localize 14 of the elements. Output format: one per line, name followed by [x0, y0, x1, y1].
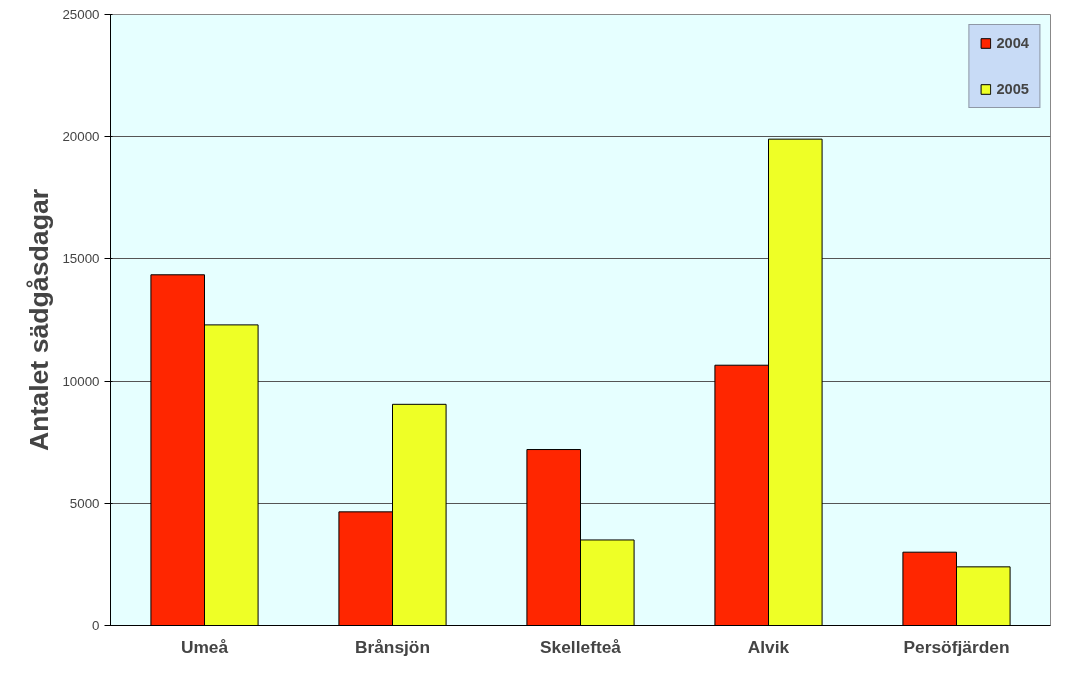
- y-tick-label: 25000: [62, 7, 100, 22]
- x-tick-label: Persöfjärden: [903, 636, 1010, 657]
- legend-label: 2004: [996, 35, 1029, 51]
- y-tick-label: 15000: [62, 251, 100, 267]
- legend-label: 2005: [996, 81, 1029, 97]
- y-tick-label: 10000: [62, 373, 100, 389]
- y-tick-label: 20000: [62, 129, 100, 145]
- x-tick-label: Brånsjön: [354, 636, 431, 657]
- x-tick-label: Umeå: [180, 636, 229, 657]
- x-tick-label: Skellefteå: [540, 636, 622, 657]
- x-tick-label: Alvik: [747, 636, 790, 657]
- y-axis-title: Antalet sädgåsdagar: [24, 188, 55, 452]
- y-tick-label: 5000: [69, 495, 100, 511]
- y-tick-label: 0: [92, 618, 100, 633]
